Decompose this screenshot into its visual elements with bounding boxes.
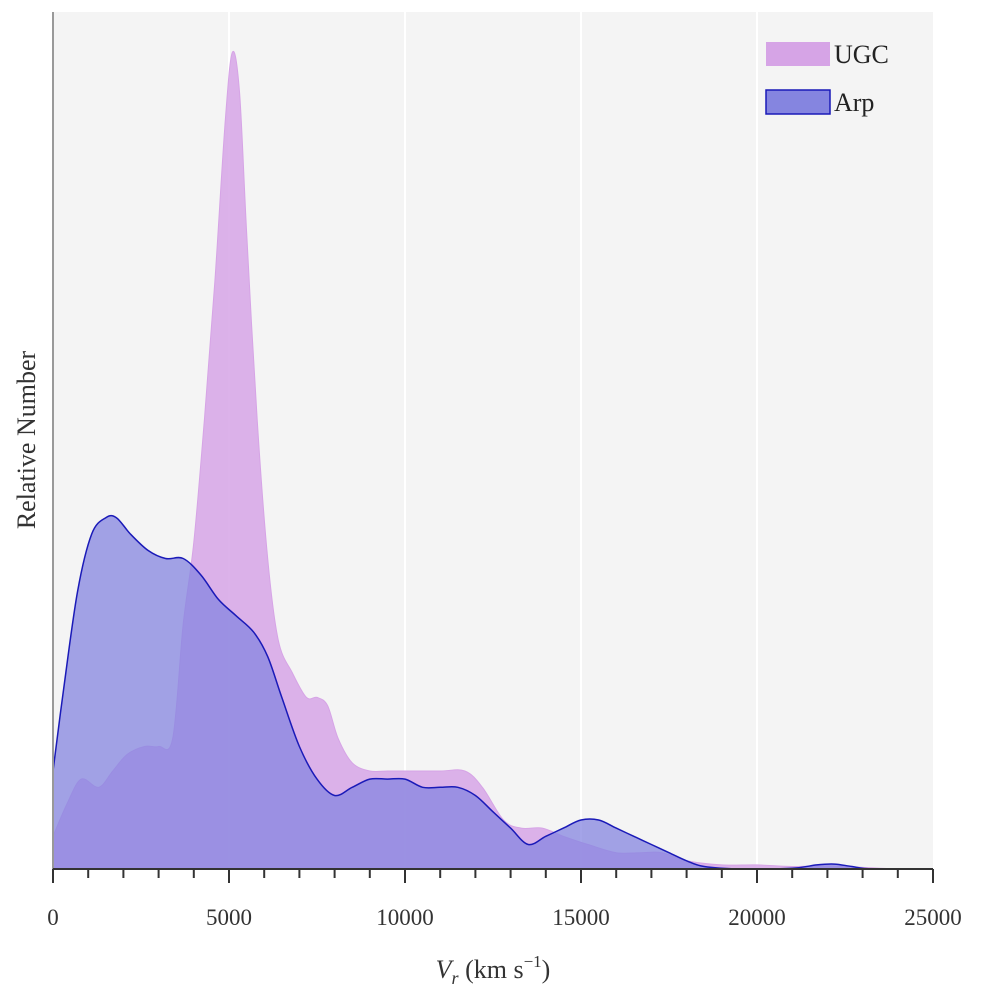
legend-swatch-ugc <box>766 42 830 66</box>
line-arp <box>52 514 933 870</box>
x-tick-label-4: 20000 <box>728 905 786 930</box>
x-tick-label-2: 10000 <box>376 905 434 930</box>
x-tick-label-1: 5000 <box>206 905 252 930</box>
area-ugc <box>53 51 933 869</box>
x-axis-ticks <box>52 869 934 883</box>
legend-label-arp: Arp <box>834 88 874 117</box>
x-tick-labels: 0 5000 10000 15000 20000 25000 <box>47 905 962 930</box>
area-arp <box>53 515 933 869</box>
y-axis-label: Relative Number <box>12 350 41 529</box>
x-tick-label-0: 0 <box>47 905 59 930</box>
density-areas <box>52 50 933 870</box>
x-axis-label: Vr (km s−1) <box>436 952 551 988</box>
x-tick-label-3: 15000 <box>552 905 610 930</box>
legend: UGC Arp <box>765 40 889 117</box>
legend-label-ugc: UGC <box>834 40 889 69</box>
legend-swatch-arp <box>765 89 831 115</box>
x-tick-label-5: 25000 <box>904 905 962 930</box>
